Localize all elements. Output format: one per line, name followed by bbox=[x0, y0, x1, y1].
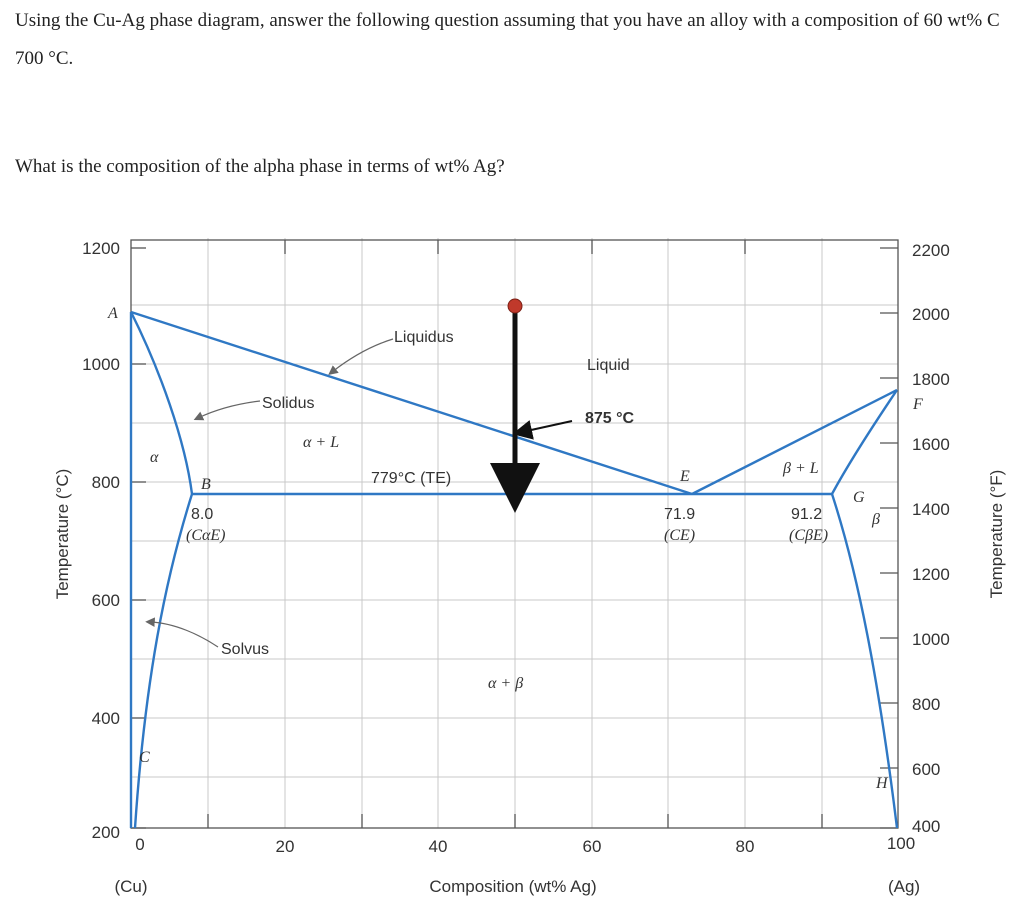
f-tick-1000: 1000 bbox=[912, 630, 950, 649]
x-axis-ticks bbox=[207, 240, 823, 828]
right-axis-ticks bbox=[880, 247, 898, 829]
comp-alphaE-label: (CαE) bbox=[186, 527, 226, 544]
f-tick-800: 800 bbox=[912, 695, 940, 714]
point-H: H bbox=[875, 775, 889, 792]
solvus-alpha bbox=[133, 493, 194, 829]
question-line-1: Using the Cu-Ag phase diagram, answer th… bbox=[15, 10, 1000, 31]
comp-alphaE-value: 8.0 bbox=[191, 506, 213, 523]
x-end-ag: (Ag) bbox=[888, 877, 920, 896]
left-axis-title: Temperature (°C) bbox=[53, 469, 72, 600]
question-line-3: What is the composition of the alpha pha… bbox=[15, 156, 505, 177]
label-solidus: Solidus bbox=[262, 395, 314, 412]
label-alpha-liquid: α + L bbox=[303, 434, 339, 451]
point-B: B bbox=[201, 476, 211, 493]
x-tick-80: 80 bbox=[736, 837, 755, 856]
f-tick-1600: 1600 bbox=[912, 435, 950, 454]
x-tick-100: 100 bbox=[887, 834, 915, 853]
f-tick-600: 600 bbox=[912, 760, 940, 779]
comp-E-value: 71.9 bbox=[664, 506, 695, 523]
comp-betaE-value: 91.2 bbox=[791, 506, 822, 523]
f-tick-1200: 1200 bbox=[912, 565, 950, 584]
y-tick-800: 800 bbox=[92, 473, 120, 492]
label-alpha-beta: α + β bbox=[488, 675, 523, 692]
label-beta: β bbox=[871, 511, 880, 528]
y-tick-400: 400 bbox=[92, 709, 120, 728]
comp-E-label: (CE) bbox=[664, 527, 695, 544]
liquidus-left bbox=[130, 310, 693, 496]
alloy-line bbox=[490, 298, 573, 513]
label-alpha: α bbox=[150, 449, 159, 466]
alloy-start-marker bbox=[507, 298, 523, 314]
y-tick-1200: 1200 bbox=[82, 239, 120, 258]
x-tick-40: 40 bbox=[429, 837, 448, 856]
x-tick-20: 20 bbox=[276, 837, 295, 856]
label-solvus: Solvus bbox=[221, 641, 269, 658]
label-beta-liquid: β + L bbox=[782, 460, 819, 477]
x-end-cu: (Cu) bbox=[114, 877, 147, 896]
solidus-beta bbox=[830, 389, 898, 495]
point-A: A bbox=[107, 305, 118, 322]
question-line-2: 700 °C. bbox=[15, 48, 74, 69]
x-axis-title: Composition (wt% Ag) bbox=[429, 877, 596, 896]
f-tick-400: 400 bbox=[912, 817, 940, 836]
label-liquid: Liquid bbox=[587, 357, 630, 374]
point-E: E bbox=[679, 468, 690, 485]
right-axis-title: Temperature (°F) bbox=[987, 470, 1006, 599]
x-tick-0: 0 bbox=[135, 835, 144, 854]
liquidus-right bbox=[691, 388, 898, 496]
f-tick-2200: 2200 bbox=[912, 241, 950, 260]
f-tick-1800: 1800 bbox=[912, 370, 950, 389]
point-C: C bbox=[139, 749, 150, 766]
comp-betaE-label: (CβE) bbox=[789, 527, 828, 544]
left-axis-ticks bbox=[131, 247, 146, 829]
x-tick-60: 60 bbox=[583, 837, 602, 856]
label-liquidus: Liquidus bbox=[394, 329, 454, 346]
y-tick-600: 600 bbox=[92, 591, 120, 610]
point-G: G bbox=[853, 489, 865, 506]
leader-arrows bbox=[145, 338, 394, 648]
label-eutectic-temp: 779°C (TE) bbox=[371, 470, 451, 487]
y-tick-200: 200 bbox=[92, 823, 120, 842]
point-F: F bbox=[912, 396, 923, 413]
f-tick-2000: 2000 bbox=[912, 305, 950, 324]
f-tick-1400: 1400 bbox=[912, 500, 950, 519]
solvus-beta bbox=[830, 493, 899, 829]
y-tick-1000: 1000 bbox=[82, 355, 120, 374]
solidus-alpha bbox=[129, 311, 194, 495]
label-marker-temp: 875 °C bbox=[585, 410, 635, 427]
